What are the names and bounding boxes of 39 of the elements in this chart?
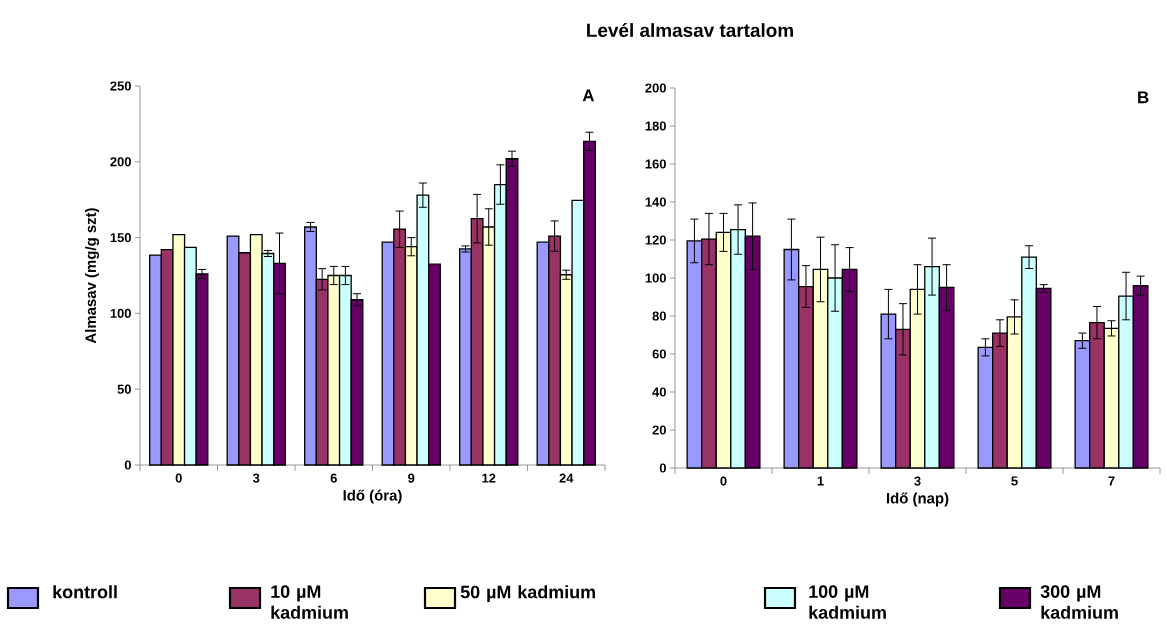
chart-title: Levél almasav tartalom [587,22,793,38]
x-tick-label: 6 [330,473,337,483]
y-tick-label: 250 [110,81,131,91]
legend-label: kontroll [53,585,117,599]
legend-label: 100 µM kadmium [809,585,886,619]
annotation: B [1138,91,1149,104]
x-tick-label: 12 [482,473,496,483]
x-tick-label: 3 [252,473,260,483]
x-tick-label: 24 [559,473,574,483]
y-tick-label: 20 [652,425,666,435]
y-tick-label: 40 [652,387,666,397]
y-tick-label: 150 [110,233,131,243]
x-tick-label: 5 [1011,476,1018,486]
x-tick-label: 9 [408,473,415,483]
y-tick-label: 0 [659,463,666,473]
annotation: A [582,89,595,102]
y-tick-label: 80 [652,311,666,321]
x-tick-label: 1 [817,476,824,486]
y-tick-label: 200 [645,83,666,93]
x-axis-title: Idő (óra) [343,489,402,504]
y-axis-title: Almasav (mg/g szt) [85,208,100,344]
y-tick-label: 100 [110,308,131,318]
y-tick-label: 60 [652,349,666,359]
legend-label: 10 µM kadmium [271,585,348,619]
y-tick-label: 140 [645,197,666,207]
x-tick-label: 0 [175,473,182,483]
legend-label: 300 µM kadmium [1040,585,1118,619]
x-tick-label: 0 [720,476,727,486]
x-tick-label: 7 [1108,476,1115,486]
y-tick-label: 100 [645,273,666,283]
y-tick-label: 50 [117,384,131,394]
legend-label: 50 µM kadmium [460,585,595,602]
y-tick-label: 120 [645,235,666,245]
y-tick-label: 160 [645,159,666,169]
y-tick-label: 180 [645,121,666,131]
x-tick-label: 3 [914,476,921,486]
y-tick-label: 0 [124,460,131,470]
x-axis-title: Idő (nap) [886,492,949,507]
y-tick-label: 200 [110,157,131,167]
